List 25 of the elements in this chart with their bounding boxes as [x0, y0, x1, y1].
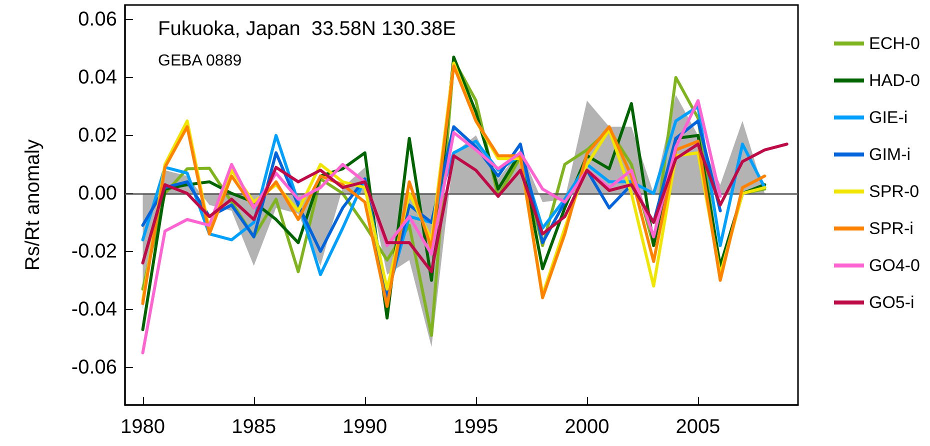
legend-label: GIE-i — [868, 108, 908, 127]
x-tick-label: 1980 — [120, 416, 166, 438]
line-series — [141, 142, 788, 274]
x-tick-label: 1990 — [342, 416, 388, 438]
legend-label: GO4-0 — [868, 256, 920, 275]
y-axis-title: Rs/Rt anomaly — [22, 139, 44, 271]
legend-label: SPR-i — [868, 219, 914, 238]
text: Fukuoka, Japan 33.58N 130.38E — [158, 18, 456, 40]
x-tick-label: 2005 — [676, 416, 720, 438]
y-tick-label: 0.06 — [78, 8, 117, 30]
y-tick-label: -0.04 — [71, 298, 117, 320]
legend-label: ECH-0 — [868, 34, 920, 53]
y-tick-label: -0.02 — [71, 240, 117, 262]
legend-label: GIM-i — [868, 145, 911, 164]
x-tick-label: 2000 — [564, 416, 610, 438]
y-tick-label: 0.04 — [78, 66, 117, 88]
text: GEBA 0889 — [158, 52, 242, 70]
y-tick-label: -0.06 — [71, 356, 117, 378]
legend-label: GO5-i — [868, 293, 914, 312]
y-tick-label: 0.02 — [78, 124, 117, 146]
legend-label: SPR-0 — [868, 182, 920, 201]
y-tick-label: 0.00 — [78, 182, 117, 204]
x-tick-label: 1995 — [454, 416, 498, 438]
x-tick-label: 1985 — [232, 416, 276, 438]
legend-label: HAD-0 — [868, 71, 920, 90]
